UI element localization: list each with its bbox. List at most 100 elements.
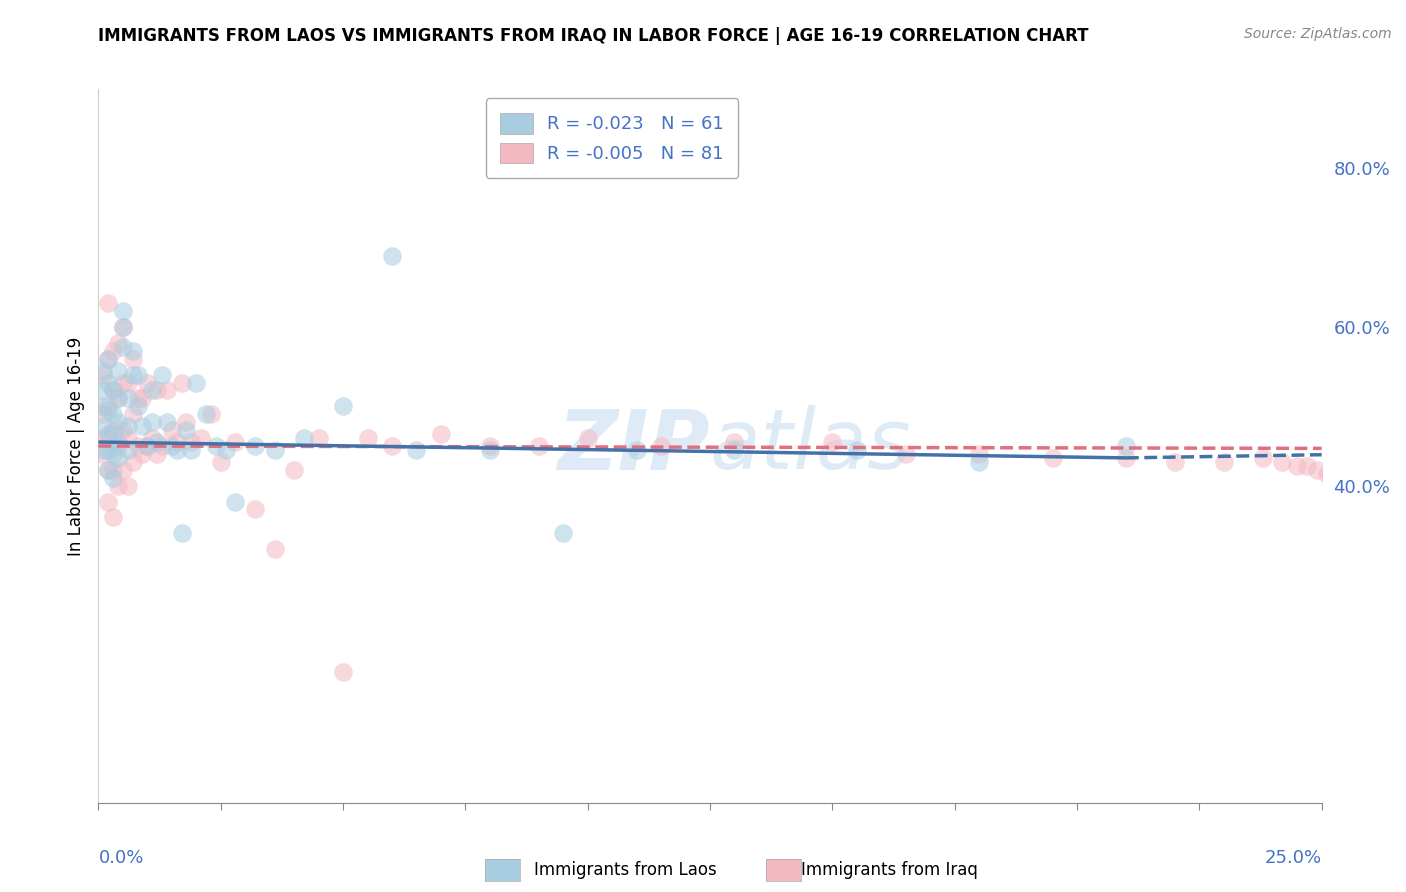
- Point: [91, 407, 114, 421]
- Point: [97, 376, 120, 390]
- Point: [1315, 467, 1337, 481]
- Point: [180, 442, 202, 457]
- Point: [1286, 458, 1309, 473]
- Point: [553, 526, 575, 541]
- Point: [166, 442, 188, 457]
- Point: [127, 439, 149, 453]
- Point: [141, 431, 163, 445]
- Point: [1340, 471, 1362, 485]
- Text: ZIP: ZIP: [557, 406, 710, 486]
- Point: [170, 376, 193, 390]
- Point: [146, 435, 169, 450]
- Point: [381, 249, 404, 263]
- Point: [626, 442, 648, 457]
- Point: [478, 442, 501, 457]
- Point: [91, 431, 114, 445]
- Point: [1330, 467, 1353, 481]
- Point: [1115, 450, 1137, 465]
- Point: [91, 368, 114, 382]
- Point: [111, 463, 134, 477]
- Point: [150, 368, 173, 382]
- Point: [723, 435, 745, 450]
- Point: [156, 415, 179, 429]
- Point: [121, 351, 143, 366]
- Point: [97, 400, 120, 414]
- Point: [292, 431, 315, 445]
- Point: [107, 450, 129, 465]
- Point: [160, 423, 183, 437]
- Point: [97, 463, 120, 477]
- Point: [107, 392, 129, 406]
- Point: [186, 376, 208, 390]
- Point: [209, 455, 232, 469]
- Point: [107, 364, 129, 378]
- Point: [97, 296, 120, 310]
- Point: [117, 442, 139, 457]
- Point: [205, 439, 228, 453]
- Point: [111, 376, 134, 390]
- Point: [1251, 450, 1274, 465]
- Point: [967, 447, 990, 461]
- Point: [107, 392, 129, 406]
- Point: [967, 455, 990, 469]
- Point: [190, 431, 212, 445]
- Y-axis label: In Labor Force | Age 16-19: In Labor Force | Age 16-19: [66, 336, 84, 556]
- Point: [97, 494, 120, 508]
- Point: [146, 384, 169, 398]
- Point: [91, 447, 114, 461]
- Point: [97, 403, 120, 417]
- Point: [1164, 455, 1187, 469]
- Point: [117, 431, 139, 445]
- Point: [176, 423, 198, 437]
- Point: [107, 478, 129, 492]
- Point: [160, 439, 183, 453]
- Point: [97, 442, 120, 457]
- Point: [243, 439, 266, 453]
- Point: [1212, 455, 1234, 469]
- Point: [117, 478, 139, 492]
- Point: [101, 510, 124, 524]
- Point: [650, 439, 672, 453]
- Point: [111, 304, 134, 318]
- Point: [117, 392, 139, 406]
- Point: [97, 463, 120, 477]
- Point: [97, 351, 120, 366]
- Point: [101, 427, 124, 442]
- Point: [180, 435, 202, 450]
- Point: [91, 442, 114, 457]
- Point: [91, 419, 114, 434]
- Point: [111, 320, 134, 334]
- Point: [200, 407, 222, 421]
- Point: [308, 431, 330, 445]
- Point: [224, 435, 246, 450]
- Point: [283, 463, 305, 477]
- Legend: R = -0.023   N = 61, R = -0.005   N = 81: R = -0.023 N = 61, R = -0.005 N = 81: [486, 98, 738, 178]
- Point: [101, 463, 124, 477]
- Point: [101, 407, 124, 421]
- Point: [576, 431, 599, 445]
- Point: [405, 442, 427, 457]
- Point: [121, 368, 143, 382]
- Point: [821, 435, 844, 450]
- Point: [101, 343, 124, 358]
- Point: [97, 351, 120, 366]
- Point: [107, 435, 129, 450]
- Text: Immigrants from Iraq: Immigrants from Iraq: [801, 861, 979, 879]
- Point: [141, 384, 163, 398]
- Text: Immigrants from Laos: Immigrants from Laos: [534, 861, 717, 879]
- Point: [1115, 439, 1137, 453]
- Point: [97, 427, 120, 442]
- Point: [107, 335, 129, 350]
- Point: [195, 407, 218, 421]
- Text: Source: ZipAtlas.com: Source: ZipAtlas.com: [1244, 27, 1392, 41]
- Point: [117, 376, 139, 390]
- Point: [894, 447, 917, 461]
- Point: [111, 423, 134, 437]
- Point: [127, 392, 149, 406]
- Point: [381, 439, 404, 453]
- Point: [107, 415, 129, 429]
- Point: [356, 431, 378, 445]
- Point: [131, 447, 153, 461]
- Point: [91, 384, 114, 398]
- Point: [170, 526, 193, 541]
